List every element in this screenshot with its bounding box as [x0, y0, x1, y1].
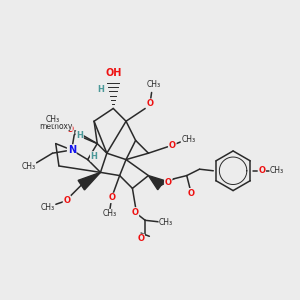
Text: O: O — [131, 208, 139, 217]
Text: N: N — [68, 145, 76, 155]
Text: CH₃: CH₃ — [46, 115, 60, 124]
Text: CH₃: CH₃ — [159, 218, 173, 227]
Text: CH₃: CH₃ — [270, 166, 284, 175]
Text: OH: OH — [105, 68, 122, 78]
Text: CH₃: CH₃ — [41, 203, 55, 212]
Text: H: H — [97, 85, 104, 94]
Polygon shape — [78, 172, 100, 190]
Text: O: O — [108, 194, 115, 202]
Text: methoxy: methoxy — [39, 122, 72, 130]
Text: H: H — [76, 131, 83, 140]
Text: O: O — [165, 178, 172, 188]
Text: O: O — [146, 99, 154, 108]
Text: O: O — [188, 189, 195, 198]
Text: H: H — [91, 152, 98, 161]
Text: CH₃: CH₃ — [102, 209, 116, 218]
Text: CH₃: CH₃ — [181, 135, 195, 144]
Text: O: O — [63, 196, 70, 205]
Text: O: O — [67, 125, 73, 134]
Text: CH₃: CH₃ — [146, 80, 160, 89]
Text: O: O — [258, 166, 266, 175]
Text: O: O — [137, 234, 144, 243]
Polygon shape — [148, 176, 165, 190]
Text: CH₃: CH₃ — [22, 162, 36, 171]
Text: O: O — [169, 141, 176, 150]
